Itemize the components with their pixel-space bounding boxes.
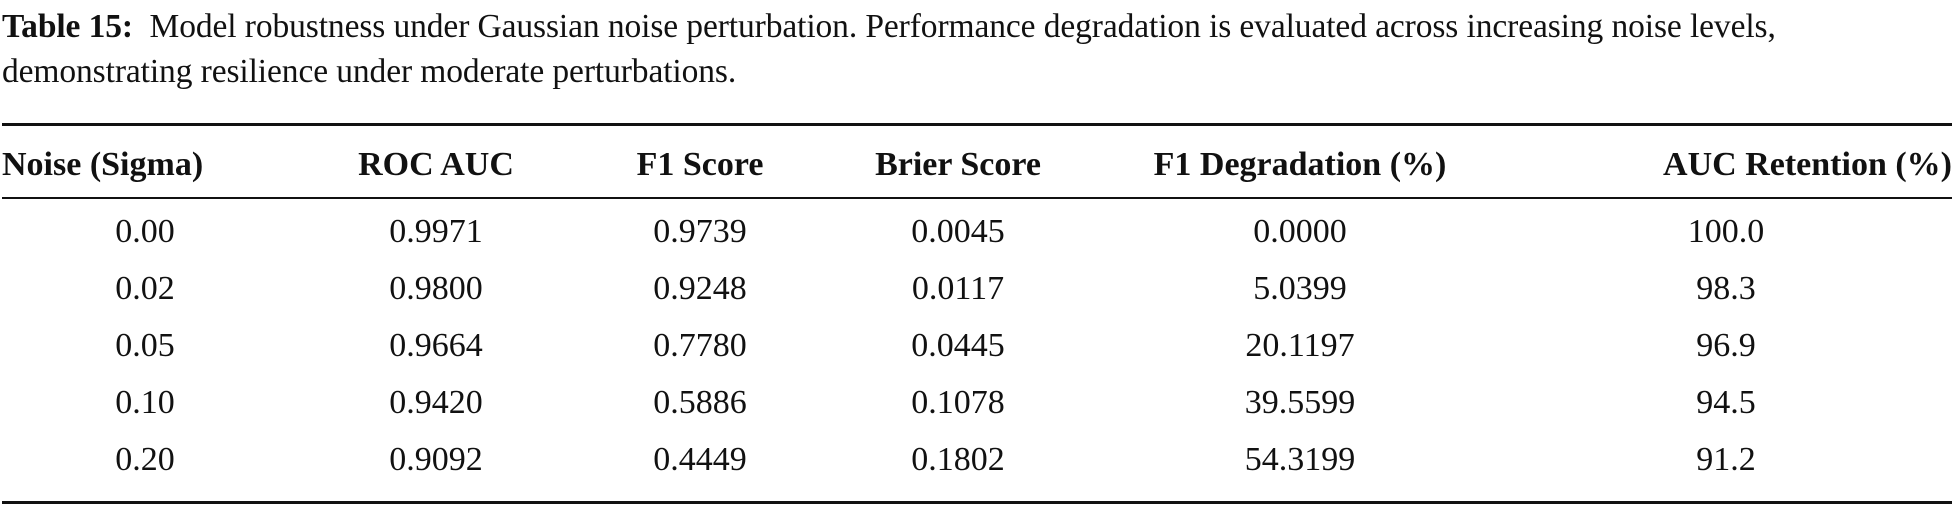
cell-f1-degradation: 20.1197 [1245, 326, 1355, 364]
cell-auc-retention: 96.9 [1696, 326, 1756, 364]
cell-auc-retention: 91.2 [1696, 440, 1756, 478]
header-roc-auc: ROC AUC [358, 146, 514, 183]
header-brier-score: Brier Score [875, 146, 1041, 183]
table-row: 0.00 0.9971 0.9739 0.0045 0.0000 100.0 [2, 197, 1952, 260]
cell-roc-auc: 0.9664 [389, 326, 483, 364]
header-row: Noise (Sigma) ROC AUC F1 Score Brier Sco… [2, 133, 1952, 197]
cell-brier-score: 0.0045 [911, 212, 1005, 250]
caption-text: Model robustness under Gaussian noise pe… [2, 8, 1776, 90]
cell-roc-auc: 0.9420 [389, 383, 483, 421]
cell-f1-degradation: 54.3199 [1244, 440, 1356, 478]
cell-auc-retention: 98.3 [1696, 269, 1756, 307]
table-row: 0.05 0.9664 0.7780 0.0445 20.1197 96.9 [2, 317, 1952, 374]
table-row: 0.20 0.9092 0.4449 0.1802 54.3199 91.2 [2, 431, 1952, 488]
cell-f1-degradation: 5.0399 [1253, 269, 1347, 307]
bottom-rule [2, 501, 1952, 504]
cell-f1-degradation: 39.5599 [1244, 383, 1356, 421]
cell-noise-sigma: 0.02 [115, 269, 175, 307]
cell-f1-score: 0.5886 [653, 383, 747, 421]
cell-f1-degradation: 0.0000 [1253, 212, 1347, 250]
header-f1-score: F1 Score [636, 146, 764, 183]
cell-roc-auc: 0.9800 [389, 269, 483, 307]
cell-brier-score: 0.0117 [911, 269, 1005, 307]
cell-roc-auc: 0.9092 [389, 440, 483, 478]
header-auc-retention: AUC Retention (%) [1663, 146, 1952, 183]
cell-noise-sigma: 0.00 [115, 212, 175, 250]
cell-noise-sigma: 0.20 [115, 440, 175, 478]
results-table: Noise (Sigma) ROC AUC F1 Score Brier Sco… [2, 133, 1952, 488]
cell-auc-retention: 100.0 [1687, 212, 1765, 250]
cell-brier-score: 0.1078 [911, 383, 1005, 421]
header-rule [2, 197, 1952, 199]
cell-f1-score: 0.9739 [653, 212, 747, 250]
cell-noise-sigma: 0.05 [115, 326, 175, 364]
header-noise-sigma: Noise (Sigma) [2, 146, 204, 183]
cell-auc-retention: 94.5 [1696, 383, 1756, 421]
cell-f1-score: 0.9248 [653, 269, 747, 307]
table-row: 0.10 0.9420 0.5886 0.1078 39.5599 94.5 [2, 374, 1952, 431]
cell-f1-score: 0.4449 [653, 440, 747, 478]
table-caption: Table 15: Model robustness under Gaussia… [2, 4, 1952, 94]
top-rule [2, 123, 1952, 126]
caption-label: Table 15: [2, 8, 133, 45]
cell-noise-sigma: 0.10 [115, 383, 175, 421]
cell-brier-score: 0.1802 [911, 440, 1005, 478]
table-row: 0.02 0.9800 0.9248 0.0117 5.0399 98.3 [2, 260, 1952, 317]
cell-f1-score: 0.7780 [653, 326, 747, 364]
header-f1-degradation: F1 Degradation (%) [1153, 146, 1447, 183]
cell-roc-auc: 0.9971 [389, 212, 483, 250]
cell-brier-score: 0.0445 [911, 326, 1005, 364]
